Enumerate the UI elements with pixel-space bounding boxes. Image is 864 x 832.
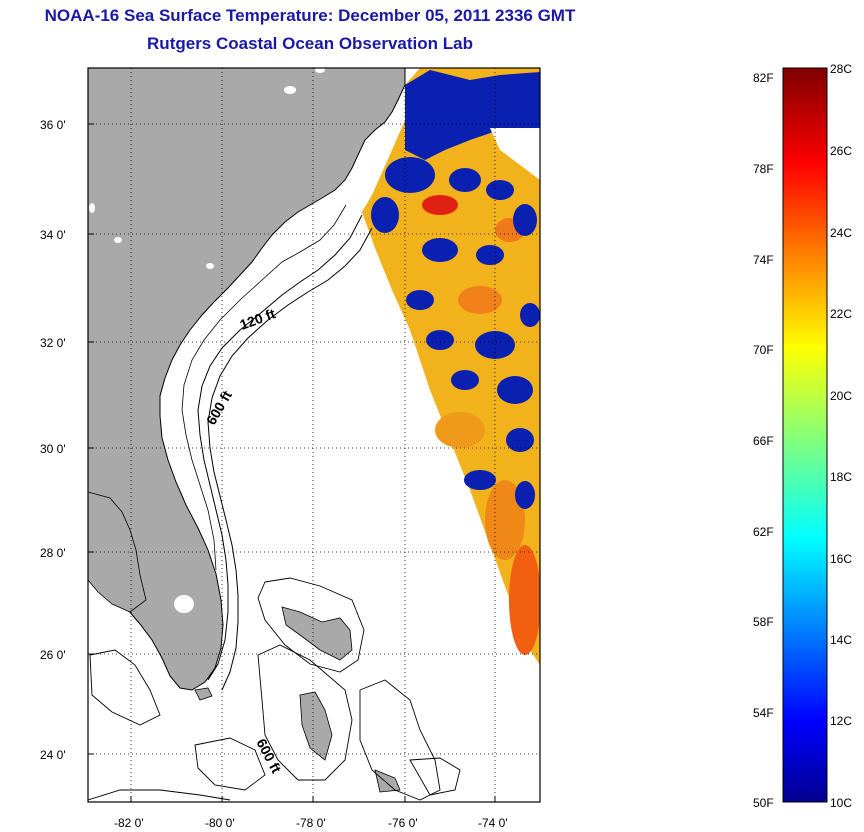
colorbar-c-label: 12C <box>830 714 852 728</box>
axis-ticks <box>88 123 496 802</box>
x-tick-label: -76 0' <box>388 816 418 830</box>
colorbar-c-label: 14C <box>830 633 852 647</box>
y-tick-label: 32 0' <box>40 336 66 350</box>
y-tick-label: 28 0' <box>40 546 66 560</box>
us-land <box>88 68 406 691</box>
x-tick-label: -80 0' <box>205 816 235 830</box>
y-tick-label: 34 0' <box>40 228 66 242</box>
colorbar-c-label: 16C <box>830 552 852 566</box>
colorbar-c-label: 28C <box>830 62 852 76</box>
bahamas-bank-contours <box>88 577 461 801</box>
colorbar-f-label: 50F <box>753 796 774 810</box>
x-tick-label: -74 0' <box>478 816 508 830</box>
colorbar-c-label: 20C <box>830 389 852 403</box>
x-tick-label: -82 0' <box>114 816 144 830</box>
contour-600ft <box>207 227 373 691</box>
bahamas-islands <box>194 606 401 793</box>
colorbar-f-label: 54F <box>753 706 774 720</box>
colorbar-f-label: 62F <box>753 525 774 539</box>
colorbar-f-label: 78F <box>753 162 774 176</box>
colorbar-c-label: 24C <box>830 226 852 240</box>
sst-cold-patches <box>371 70 540 509</box>
lake-okeechobee <box>174 595 194 613</box>
contour-inner <box>181 204 347 571</box>
map-border <box>87 67 541 803</box>
colorbar-f-label: 70F <box>753 343 774 357</box>
colorbar-c-label: 26C <box>830 144 852 158</box>
inland-lakes <box>89 68 325 269</box>
sst-cloud-gap <box>490 128 540 180</box>
colorbar-f-label: 58F <box>753 615 774 629</box>
colorbar-c-label: 10C <box>830 796 852 810</box>
contour-120ft <box>197 214 363 681</box>
y-tick-label: 30 0' <box>40 442 66 456</box>
x-tick-label: -78 0' <box>296 816 326 830</box>
y-tick-label: 36 0' <box>40 118 66 132</box>
map-subtitle: Rutgers Coastal Ocean Observation Lab <box>147 34 473 53</box>
colorbar-f-label: 82F <box>753 71 774 85</box>
map-grid <box>88 68 540 802</box>
colorbar-f-label: 66F <box>753 434 774 448</box>
colorbar-f-label: 74F <box>753 253 774 267</box>
colorbar <box>782 67 828 803</box>
map-title: NOAA-16 Sea Surface Temperature: Decembe… <box>44 6 576 25</box>
y-tick-label: 24 0' <box>40 748 66 762</box>
y-tick-label: 26 0' <box>40 648 66 662</box>
colorbar-c-label: 22C <box>830 307 852 321</box>
colorbar-c-label: 18C <box>830 470 852 484</box>
